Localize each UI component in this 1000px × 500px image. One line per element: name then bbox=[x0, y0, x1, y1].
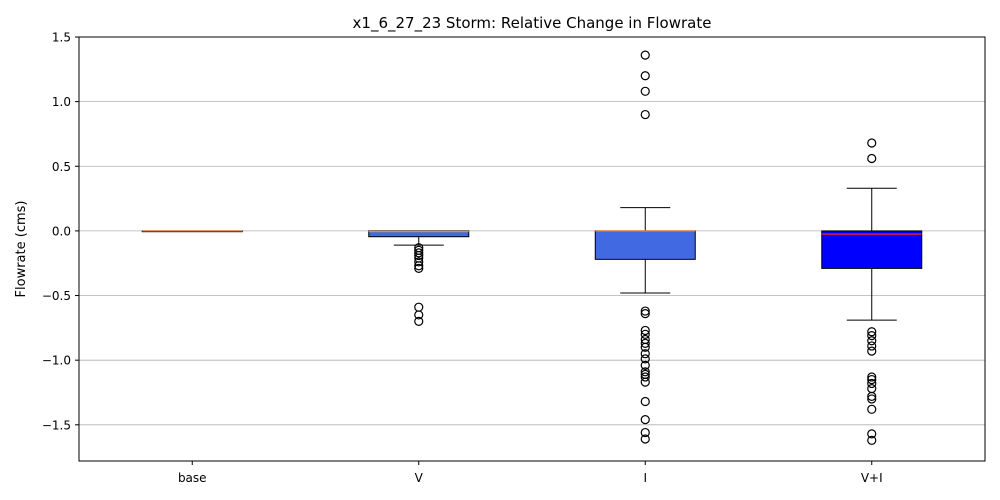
outlier-point bbox=[640, 396, 650, 407]
outlier-point bbox=[640, 367, 650, 377]
outlier-point bbox=[640, 360, 650, 370]
y-tick-label: −1.5 bbox=[42, 418, 71, 432]
outlier-point bbox=[867, 153, 877, 164]
outlier-point bbox=[867, 336, 877, 346]
outlier-point bbox=[640, 342, 650, 352]
outlier-point bbox=[867, 341, 877, 351]
outlier-point bbox=[640, 377, 650, 387]
box-body bbox=[594, 230, 696, 260]
box-series bbox=[141, 50, 923, 445]
outlier-point bbox=[640, 349, 650, 359]
outlier-point bbox=[640, 86, 650, 96]
x-tick-label: V bbox=[415, 471, 424, 485]
outlier-point bbox=[640, 109, 650, 120]
outlier-point bbox=[867, 384, 877, 394]
outlier-point bbox=[640, 427, 650, 438]
box-V+I bbox=[821, 138, 923, 445]
y-tick-label: 0.5 bbox=[52, 160, 71, 174]
x-tick-label: V+I bbox=[861, 471, 883, 485]
outlier-point bbox=[867, 327, 877, 337]
outlier-point bbox=[867, 374, 877, 385]
outlier-point bbox=[640, 434, 650, 444]
outlier-point bbox=[414, 261, 424, 271]
outlier-point bbox=[640, 50, 650, 60]
outlier-point bbox=[414, 263, 424, 273]
outlier-point bbox=[867, 372, 877, 382]
y-axis-ticks: 1.5 1.0 0.5 0.0 −0.5 −1.0 −1.5 bbox=[42, 31, 79, 432]
y-tick-label: 0.0 bbox=[52, 224, 71, 238]
outlier-point bbox=[867, 378, 877, 389]
x-axis-ticks: base V I V+I bbox=[178, 461, 883, 485]
outlier-point bbox=[414, 250, 424, 261]
outlier-point bbox=[640, 354, 650, 364]
outlier-point bbox=[414, 248, 424, 258]
outlier-point bbox=[414, 302, 424, 312]
box-V bbox=[368, 230, 470, 326]
outlier-point bbox=[640, 306, 650, 316]
x-tick-label: base bbox=[178, 471, 207, 485]
outlier-point bbox=[640, 325, 650, 336]
outlier-point bbox=[640, 329, 650, 339]
outlier-point bbox=[640, 338, 650, 348]
chart-title: x1_6_27_23 Storm: Relative Change in Flo… bbox=[353, 14, 712, 33]
outlier-point bbox=[867, 138, 877, 148]
box-body bbox=[821, 230, 923, 269]
outlier-point bbox=[867, 394, 877, 404]
outlier-point bbox=[640, 309, 650, 319]
plot-frame bbox=[78, 36, 986, 462]
outlier-point bbox=[640, 71, 650, 81]
box-base bbox=[141, 230, 243, 233]
outlier-point bbox=[867, 391, 877, 401]
outlier-point bbox=[867, 404, 877, 414]
y-tick-label: −1.0 bbox=[42, 354, 71, 368]
outlier-point bbox=[867, 435, 877, 445]
outlier-point bbox=[867, 429, 877, 439]
outlier-point bbox=[414, 257, 424, 267]
y-tick-label: 1.0 bbox=[52, 95, 71, 109]
outlier-point bbox=[640, 415, 650, 425]
x-tick-label: I bbox=[643, 471, 647, 485]
outlier-point bbox=[640, 372, 650, 382]
y-tick-label: 1.5 bbox=[52, 31, 71, 45]
outlier-point bbox=[867, 331, 877, 341]
y-tick-label: −0.5 bbox=[42, 289, 71, 303]
box-I bbox=[594, 50, 696, 444]
outlier-point bbox=[414, 310, 424, 320]
y-axis-label: Flowrate (cms) bbox=[14, 201, 29, 298]
outlier-point bbox=[867, 346, 877, 356]
outlier-point bbox=[414, 316, 424, 326]
